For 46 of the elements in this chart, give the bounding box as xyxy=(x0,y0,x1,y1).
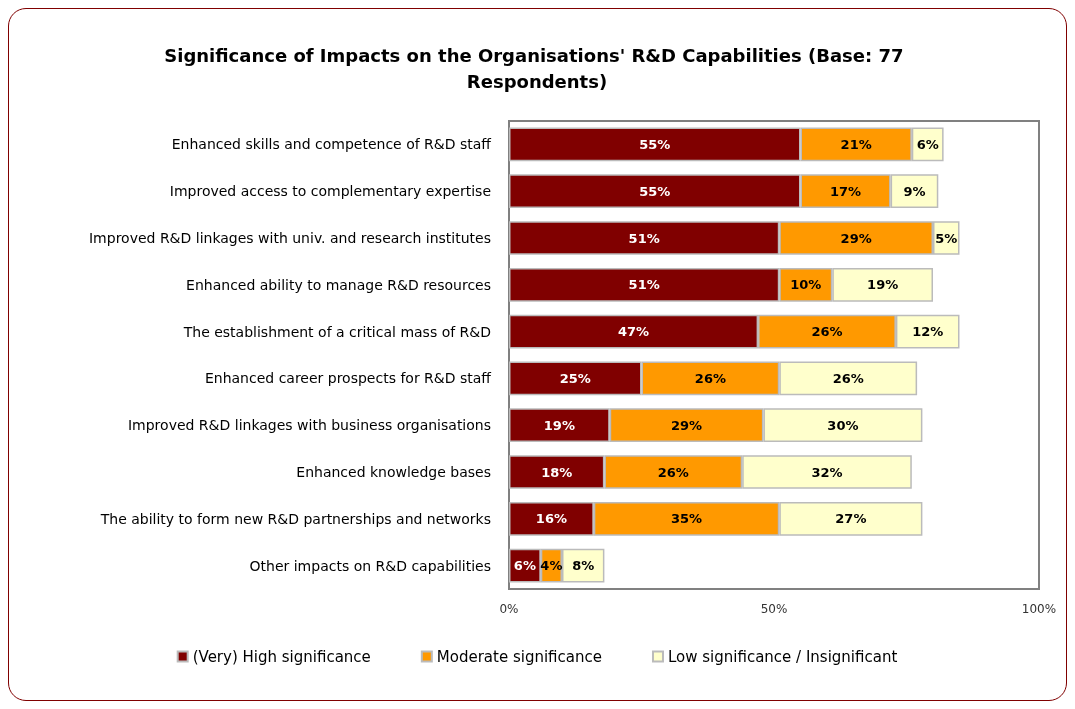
data-label: 35% xyxy=(670,511,703,527)
y-tick-label: Improved access to complementary expertise xyxy=(169,183,491,200)
data-label: 26% xyxy=(694,370,726,386)
data-label: 32% xyxy=(811,464,843,480)
legend-label: Low significance / Insignificant xyxy=(667,647,898,666)
data-label: 16% xyxy=(535,511,567,527)
data-label: 27% xyxy=(835,511,867,527)
data-label: 21% xyxy=(840,136,872,152)
data-label: 51% xyxy=(628,230,660,246)
data-label: 19% xyxy=(867,277,899,293)
y-tick-label: Enhanced skills and competence of R&D staff xyxy=(171,136,492,153)
y-tick-label: Other impacts on R&D capabilities xyxy=(249,557,491,574)
data-label: 55% xyxy=(639,183,671,199)
y-tick-label: Enhanced career prospects for R&D staff xyxy=(204,370,492,387)
data-label: 5% xyxy=(935,230,958,246)
data-label: 26% xyxy=(811,324,843,340)
data-label: 10% xyxy=(790,277,822,293)
x-tick-label: 0% xyxy=(499,602,519,616)
data-label: 12% xyxy=(912,324,944,340)
data-label: 25% xyxy=(559,370,591,386)
data-label: 18% xyxy=(541,464,573,480)
legend-label: (Very) High significance xyxy=(192,647,371,666)
x-tick-label: 100% xyxy=(1021,602,1057,616)
data-label: 29% xyxy=(670,417,703,433)
x-tick-label: 50% xyxy=(760,602,788,616)
y-tick-label: Enhanced ability to manage R&D resources xyxy=(186,276,491,293)
data-label: 29% xyxy=(840,230,872,246)
data-label: 9% xyxy=(903,183,926,199)
y-tick-label: Enhanced knowledge bases xyxy=(296,464,491,480)
y-tick-label: The establishment of a critical mass of R&D xyxy=(182,323,491,340)
data-label: 47% xyxy=(617,324,650,340)
y-tick-label: The ability to form new R&D partnerships and networks xyxy=(99,510,491,527)
data-label: 55% xyxy=(639,136,671,152)
data-label: 26% xyxy=(657,464,689,480)
data-label: 30% xyxy=(827,417,859,433)
legend-label: Moderate significance xyxy=(436,647,602,666)
data-label: 51% xyxy=(628,277,660,293)
data-label: 19% xyxy=(543,417,575,433)
data-label: 6% xyxy=(513,558,536,574)
data-label: 8% xyxy=(572,558,595,574)
data-label: 17% xyxy=(829,183,862,199)
data-label: 26% xyxy=(832,370,864,386)
chart-title: Significance of Impacts on the Organisations' R&D Capabilities (Base: 77 Respondents) xyxy=(164,44,910,92)
y-tick-label: Improved R&D linkages with univ. and research institutes xyxy=(88,230,491,246)
y-tick-label: Improved R&D linkages with business organisations xyxy=(127,417,491,434)
data-label: 6% xyxy=(916,136,939,152)
